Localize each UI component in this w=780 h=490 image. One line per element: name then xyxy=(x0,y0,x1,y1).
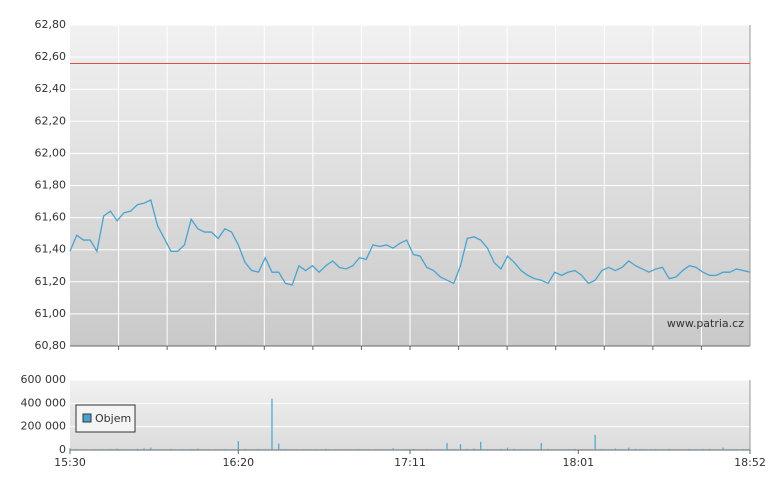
y-tick-label: 62,80 xyxy=(35,18,67,31)
legend-label: Objem xyxy=(95,412,131,425)
x-tick-label: 15:30 xyxy=(54,456,86,469)
y-tick-label: 400 000 xyxy=(21,396,67,409)
y-tick-label: 61,80 xyxy=(35,179,67,192)
y-tick-label: 62,60 xyxy=(35,50,67,63)
y-tick-label: 61,40 xyxy=(35,243,67,256)
y-tick-label: 62,40 xyxy=(35,82,67,95)
y-tick-label: 200 000 xyxy=(21,420,67,433)
y-tick-label: 600 000 xyxy=(21,373,67,386)
x-tick-label: 18:52 xyxy=(734,456,766,469)
y-tick-label: 61,00 xyxy=(35,307,67,320)
volume-plot xyxy=(70,380,750,450)
y-tick-label: 60,80 xyxy=(35,339,67,352)
y-tick-label: 61,60 xyxy=(35,211,67,224)
x-tick-label: 17:11 xyxy=(394,456,426,469)
watermark: www.patria.cz xyxy=(667,317,744,330)
y-tick-label: 61,20 xyxy=(35,275,67,288)
x-tick-label: 16:20 xyxy=(222,456,254,469)
legend-swatch xyxy=(82,413,92,423)
price-line xyxy=(69,199,751,286)
y-tick-label: 62,20 xyxy=(35,114,67,127)
y-tick-label: 0 xyxy=(59,443,66,456)
x-tick-label: 18:01 xyxy=(562,456,594,469)
y-tick-label: 62,00 xyxy=(35,146,67,159)
